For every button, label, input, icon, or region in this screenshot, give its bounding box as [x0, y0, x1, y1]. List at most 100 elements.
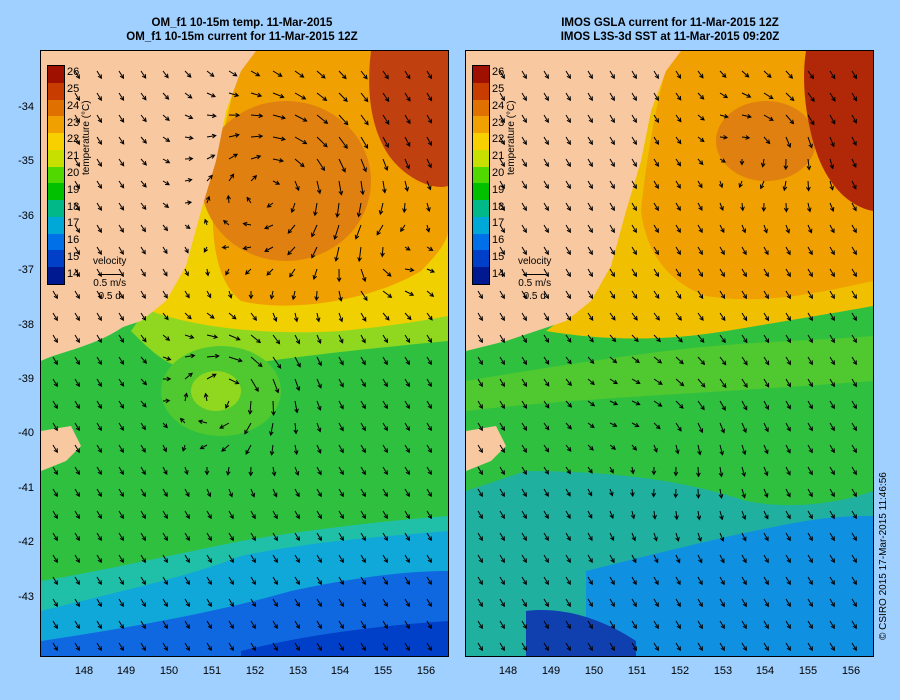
current-arrow: [74, 554, 80, 564]
current-arrow: [763, 400, 769, 411]
current-arrow: [316, 620, 322, 630]
current-arrow: [250, 356, 263, 368]
current-arrow: [360, 290, 368, 302]
current-arrow: [426, 334, 432, 344]
colorbar-segment: [48, 116, 64, 134]
current-arrow: [807, 576, 813, 586]
current-arrow: [807, 400, 813, 410]
current-arrow: [203, 392, 209, 402]
current-arrow: [162, 180, 170, 186]
current-arrow: [587, 554, 593, 564]
current-arrow: [697, 620, 703, 630]
current-arrow: [206, 373, 217, 380]
current-arrow: [184, 642, 190, 652]
current-arrow: [851, 180, 857, 190]
current-arrow: [118, 444, 124, 454]
current-arrow: [291, 290, 297, 301]
current-arrow: [272, 356, 282, 369]
current-arrow: [162, 444, 167, 453]
current-arrow: [96, 576, 102, 586]
current-arrow: [565, 92, 571, 102]
current-arrow: [697, 642, 703, 652]
current-arrow: [587, 576, 593, 586]
current-vectors: [477, 70, 858, 652]
current-arrow: [741, 135, 751, 140]
current-arrow: [785, 444, 791, 454]
y-tick: -38: [18, 319, 34, 331]
current-arrow: [851, 400, 857, 410]
colorbar-tick-label: 17: [67, 217, 80, 230]
current-arrow: [96, 202, 102, 212]
colorbar-segment: [48, 216, 64, 234]
current-arrow: [426, 92, 433, 102]
current-arrow: [338, 598, 344, 608]
current-arrow: [96, 466, 102, 476]
current-arrow: [311, 224, 318, 238]
current-arrow: [719, 554, 725, 564]
current-arrow: [426, 136, 432, 147]
current-arrow: [338, 488, 344, 498]
current-arrow: [162, 510, 168, 520]
current-arrow: [740, 202, 745, 212]
colorbar-title: temperature (°C): [81, 100, 92, 175]
current-arrow: [565, 334, 572, 343]
current-arrow: [807, 466, 813, 476]
current-arrow: [205, 195, 211, 204]
current-arrow: [426, 114, 433, 124]
current-arrow: [565, 224, 571, 234]
current-arrow: [206, 174, 213, 182]
current-arrow: [609, 510, 614, 520]
current-arrow: [673, 466, 679, 477]
current-arrow: [851, 422, 857, 432]
current-arrow: [184, 620, 190, 630]
current-arrow: [521, 598, 527, 608]
current-arrow: [851, 202, 857, 212]
current-arrow: [294, 532, 300, 542]
y-tick: -39: [18, 373, 34, 385]
current-arrow: [74, 642, 80, 652]
current-arrow: [829, 554, 835, 564]
current-arrow: [162, 92, 170, 100]
current-arrow: [74, 180, 80, 190]
current-arrow: [763, 378, 770, 388]
current-arrow: [674, 510, 679, 521]
current-arrow: [338, 620, 344, 630]
y-tick: -34: [18, 101, 34, 113]
current-arrow: [653, 136, 660, 146]
current-arrow: [587, 268, 593, 278]
current-arrow: [543, 136, 549, 146]
current-arrow: [382, 158, 389, 172]
current-arrow: [785, 378, 791, 388]
current-arrow: [565, 598, 571, 608]
current-arrow: [851, 466, 857, 476]
current-arrow: [338, 312, 344, 323]
current-arrow: [477, 554, 483, 564]
y-tick: -40: [18, 427, 34, 439]
current-arrow: [499, 598, 505, 608]
current-arrow: [204, 466, 210, 476]
current-arrow: [289, 268, 296, 278]
current-arrow: [653, 598, 659, 608]
current-arrow: [272, 510, 278, 520]
current-arrow: [565, 136, 571, 146]
current-arrow: [179, 417, 186, 424]
current-arrow: [609, 488, 614, 497]
current-arrow: [719, 532, 725, 542]
colorbar-tick-label: 23: [492, 116, 505, 129]
current-arrow: [228, 554, 234, 564]
current-arrow: [697, 334, 705, 343]
current-arrow: [404, 312, 412, 321]
current-arrow: [741, 246, 747, 256]
current-arrow: [785, 400, 791, 410]
current-arrow: [184, 576, 190, 586]
colorbar-tick-label: 21: [492, 150, 505, 163]
current-arrow: [205, 268, 210, 277]
current-arrow: [477, 620, 483, 630]
current-arrow: [96, 290, 102, 300]
current-arrow: [52, 334, 58, 344]
current-arrow: [404, 554, 410, 564]
current-arrow: [316, 180, 322, 195]
current-arrow: [228, 488, 233, 498]
current-arrow: [807, 356, 813, 366]
current-arrow: [206, 620, 212, 630]
